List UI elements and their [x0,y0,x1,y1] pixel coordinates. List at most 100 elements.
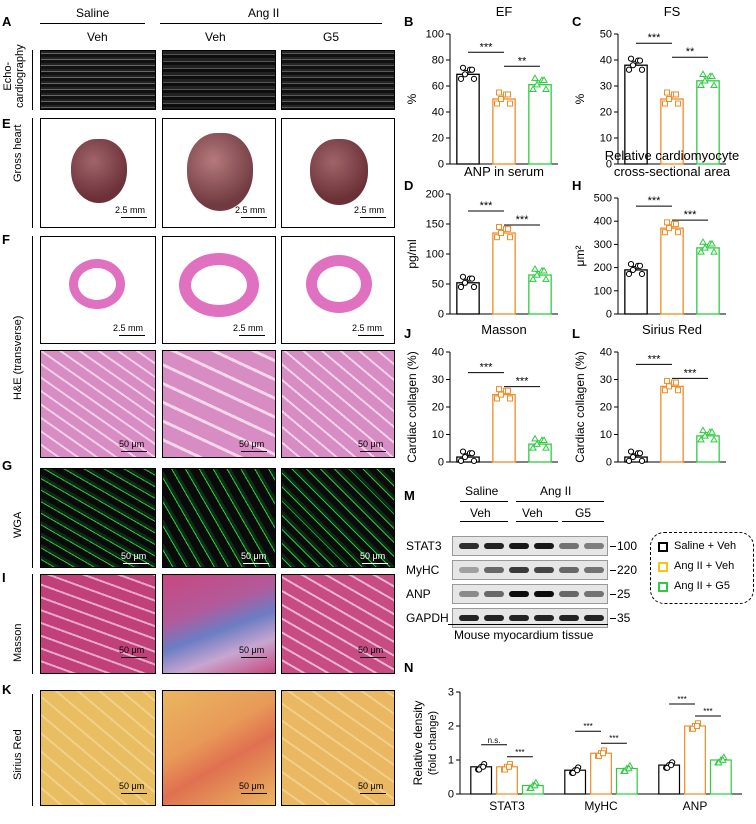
scale-text: 50 μm [358,645,384,655]
y-axis-label: Relative density [411,701,425,786]
blot-veh-2: Veh [522,506,543,520]
wga-image-angii-veh: 50 μm [162,468,276,568]
panel-label-M: M [404,488,415,503]
y-tick-label: 0 [606,309,612,321]
data-point [529,443,537,451]
y-axis-label: pg/ml [405,239,419,268]
he-micro-angii-veh: 50 μm [162,350,276,458]
data-point [627,448,635,455]
heart-angii-g5 [310,139,368,205]
data-point [542,275,550,282]
blot-group-saline: Saline [465,484,499,498]
wga-image-angii-g5: 50 μm [281,468,395,568]
bar [492,232,516,315]
panel-label-G: G [2,458,13,473]
y-tick-label: 30 [432,374,444,386]
y-axis-label: μm² [573,246,587,267]
y-tick-label: 10 [432,429,444,441]
kda-label: 35 [617,611,631,625]
sig-label: *** [516,214,530,226]
y-tick-label: 0 [606,457,612,469]
sirius-image-angii-veh: 50 μm [162,690,276,806]
angii-line [160,23,382,24]
row-label-sirius: Sirius Red [12,729,24,780]
chart-J-masson: Masson 0 10 20 30 40 Cardiac collagen (%) *** **… [405,322,558,469]
blot-band [484,567,504,573]
sirius-bracket [32,694,33,806]
blot-veh2-line [516,521,558,522]
y-tick-label: 30 [600,374,612,386]
blot-angii-line [516,501,604,502]
blot-band [484,591,504,597]
data-point [600,750,606,757]
scalebar [121,793,147,794]
panel-label-C: C [572,14,582,29]
scale-text: 2.5 mm [113,323,144,333]
data-point [507,395,513,402]
y-axis-label: Cardiac collagen (%) [405,351,419,462]
y-tick-label: 200 [594,262,612,274]
he-cross-angii-g5: 2.5 mm [281,236,395,344]
scale-text: 50 μm [239,781,265,791]
echo-image-angii-g5 [281,50,395,110]
scale-text: 50 μm [358,781,384,791]
blot-caption-line [448,624,608,625]
sig-label: *** [684,367,698,379]
blot-band [584,591,604,597]
chart-title: Sirius Red [642,322,702,337]
panel-label-L: L [572,326,580,341]
bar [696,247,720,315]
y-tick-label: 50 [432,279,444,291]
blot-label-anp: ANP [406,587,431,601]
data-point [533,270,541,278]
scale-text: 50 μm [358,439,384,449]
row-label-gross: Gross heart [12,124,24,182]
panel-label-B: B [404,14,414,29]
data-point [507,100,513,107]
data-point [710,81,718,89]
data-point [636,262,644,269]
blot-band [559,591,579,597]
bar [528,84,552,165]
y-tick-label: 0 [438,159,444,171]
blot-band [559,543,579,549]
saline-line [40,23,145,24]
bar [590,752,612,795]
chart-title: Masson [481,322,527,337]
blot-band [484,615,504,621]
blot-band [559,567,579,573]
row-label-echo-b: cardiography [14,44,26,108]
data-point [540,436,548,443]
panel-label-F: F [2,232,10,247]
kda-label: 220 [617,563,638,577]
panel-label-E: E [2,116,11,131]
data-point [710,247,718,255]
data-point [507,234,513,241]
data-point [694,723,700,729]
y-tick-label: 60 [432,81,444,93]
y-tick-label: 300 [594,239,612,251]
data-point [531,264,539,272]
bar [660,227,684,315]
blot-saline-line [460,501,508,502]
group-g5: G5 [323,30,340,44]
y-tick-label: 1 [448,755,454,767]
y-tick-label: 40 [600,55,612,67]
y-tick-label: 10 [600,429,612,441]
blot-veh-1: Veh [470,506,491,520]
blot-band [584,567,604,573]
y-tick-label: 100 [426,29,444,41]
data-point [470,457,478,464]
legend-swatch [658,562,668,572]
data-point [627,55,635,62]
legend-swatch [658,542,668,552]
he-ring [306,255,372,313]
data-point [459,448,467,455]
sig-label: n.s. [488,736,501,745]
group-veh-1: Veh [87,30,108,44]
legend-label: Saline + Veh [674,540,737,552]
scale-text: 2.5 mm [235,205,266,215]
data-point [664,219,670,226]
